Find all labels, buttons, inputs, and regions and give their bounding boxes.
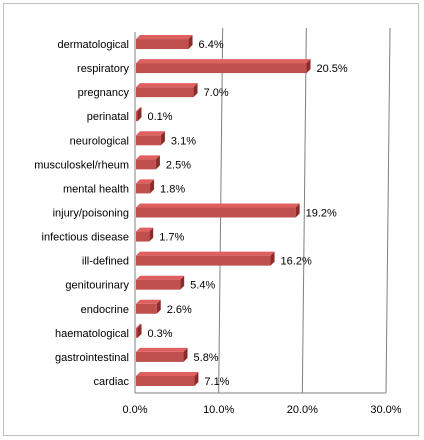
bar-side (295, 203, 300, 218)
category-label: mental health (63, 183, 129, 195)
data-label: 5.8% (194, 352, 219, 364)
bar-side (137, 323, 142, 338)
bar-side (270, 251, 275, 266)
data-label: 6.4% (199, 39, 224, 51)
data-label: 3.1% (171, 135, 196, 147)
bar-top (136, 347, 188, 352)
category-label: pregnancy (78, 87, 130, 99)
bar (136, 111, 138, 122)
bar (136, 39, 189, 50)
bar-side (194, 371, 199, 386)
bars (136, 35, 311, 386)
data-label: 7.0% (204, 87, 229, 99)
category-label: perinatal (87, 111, 129, 123)
x-tick-label: 10.0% (203, 404, 234, 416)
bar (136, 327, 138, 338)
bar-side (137, 107, 142, 122)
bar-side (156, 299, 161, 314)
bar-side (188, 35, 193, 50)
bar (136, 351, 184, 362)
bar-top (136, 275, 185, 280)
bar-top (136, 323, 142, 328)
bar-side (160, 131, 165, 146)
bar (136, 279, 181, 290)
bar-top (136, 203, 300, 208)
x-tick-label: 0.0% (122, 404, 147, 416)
x-tick-label: 20.0% (287, 404, 318, 416)
gridline (385, 27, 391, 394)
bar-top (136, 179, 155, 184)
data-label: 7.1% (204, 376, 229, 388)
bar-top (136, 299, 161, 304)
category-label: genitourinary (65, 280, 129, 292)
bar-side (149, 227, 154, 242)
labels: 0.0% 10.0% 20.0% 30.0% dermatological 6.4% res… (34, 39, 402, 416)
data-label: 0.1% (148, 111, 173, 123)
data-label: 1.8% (160, 183, 185, 195)
bar-top (136, 59, 311, 64)
axes (134, 32, 386, 394)
bar (136, 135, 161, 146)
bar-top (136, 35, 193, 40)
gridline (301, 27, 307, 394)
bar-top (136, 155, 160, 160)
category-label: ill-defined (82, 256, 129, 268)
bar-top (136, 83, 198, 88)
bar-top (136, 131, 165, 136)
bar (136, 303, 157, 314)
bar (136, 159, 156, 170)
bar-top (136, 371, 199, 376)
bar (136, 87, 194, 98)
bar-top (136, 227, 154, 232)
x-tick-label: 30.0% (370, 404, 401, 416)
bar-side (183, 347, 188, 362)
data-label: 2.5% (166, 159, 191, 171)
category-label: injury/poisoning (53, 208, 129, 220)
chart-frame (3, 3, 419, 436)
category-label: cardiac (94, 376, 130, 388)
category-label: haematological (55, 328, 129, 340)
bar-side (306, 59, 311, 74)
bar (136, 375, 195, 386)
bar (136, 255, 271, 266)
category-label: respiratory (77, 63, 129, 75)
bar-side (150, 179, 155, 194)
data-label: 19.2% (306, 208, 337, 220)
bar-side (155, 155, 160, 170)
bar-top (136, 107, 142, 112)
bar-side (193, 83, 198, 98)
bar (136, 231, 150, 242)
bar-top (136, 251, 275, 256)
bar (136, 183, 151, 194)
bar-side (180, 275, 185, 290)
data-label: 16.2% (281, 256, 312, 268)
bar (136, 207, 296, 218)
data-label: 2.6% (167, 304, 192, 316)
category-label: musculoskel/rheum (34, 159, 129, 171)
category-label: neurological (70, 135, 129, 147)
data-label: 0.3% (148, 328, 173, 340)
category-label: dermatological (57, 39, 129, 51)
data-label: 5.4% (190, 280, 215, 292)
data-label: 20.5% (317, 63, 348, 75)
category-label: infectious disease (42, 232, 129, 244)
category-label: endocrine (81, 304, 129, 316)
data-label: 1.7% (159, 232, 184, 244)
category-label: gastrointestinal (55, 352, 129, 364)
bar (136, 63, 307, 74)
